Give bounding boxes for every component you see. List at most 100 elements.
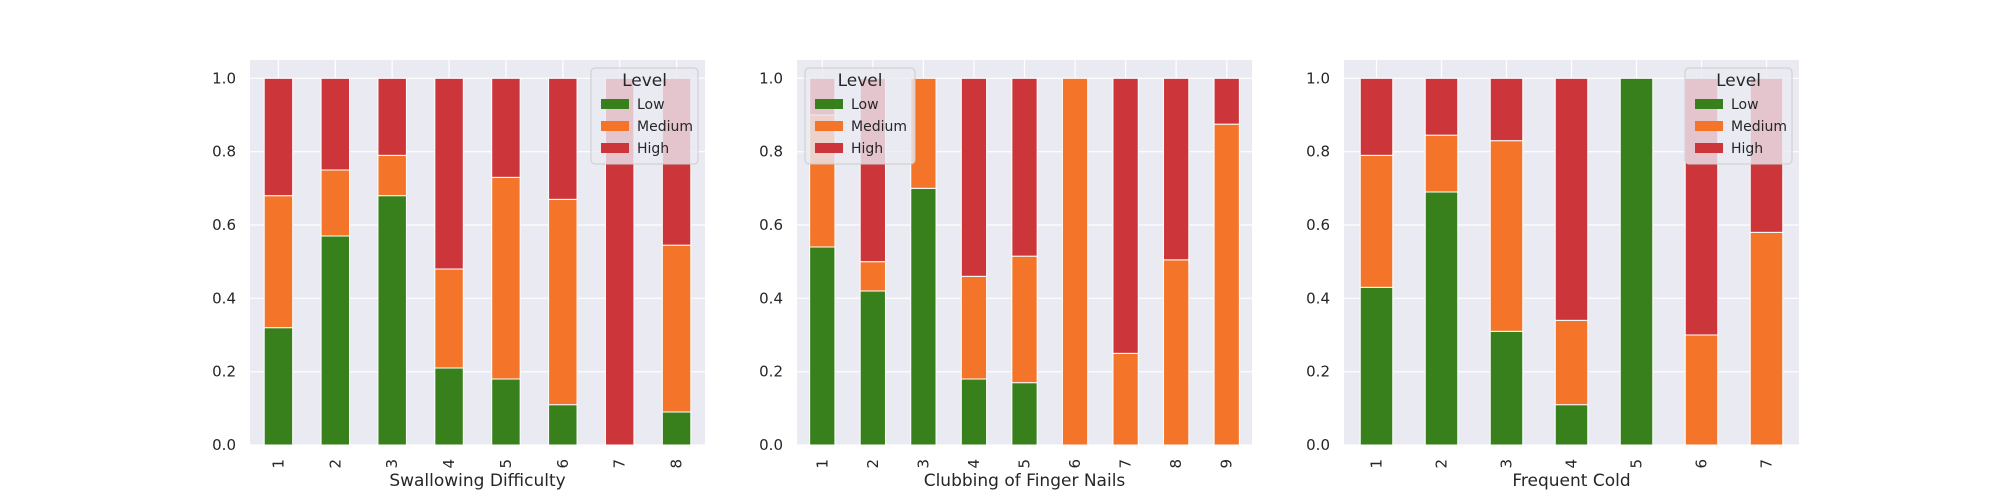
- bar-low-1: [809, 246, 836, 446]
- y-tick-label: 0.0: [759, 436, 783, 454]
- bar-high-6: [548, 77, 578, 200]
- x-tick-label: 2: [864, 459, 882, 469]
- x-tick-label: 1: [269, 459, 287, 469]
- bar-high-5: [491, 77, 521, 178]
- bar-low-2: [859, 290, 886, 446]
- bar-medium-7: [1749, 231, 1784, 446]
- legend-swatch-low: [1695, 99, 1723, 109]
- x-tick-label: 9: [1218, 459, 1236, 469]
- x-axis-label: Frequent Cold: [1512, 471, 1630, 491]
- bar-medium-6: [1684, 334, 1719, 446]
- legend-entry-high: High: [851, 141, 883, 157]
- legend-entry-low: Low: [851, 97, 879, 113]
- bar-medium-6: [548, 198, 578, 406]
- bar-low-4: [960, 378, 988, 446]
- x-tick-label: 7: [1117, 459, 1135, 469]
- legend-entry-medium: Medium: [637, 119, 693, 135]
- x-tick-label: 6: [554, 459, 572, 469]
- legend-box: [804, 67, 916, 165]
- bar-low-2: [1424, 191, 1459, 446]
- bar-low-8: [661, 411, 692, 446]
- bar-high-2: [1424, 77, 1459, 136]
- y-tick-label: 0.2: [1306, 363, 1330, 381]
- y-tick-label: 0.2: [212, 363, 236, 381]
- bar-low-3: [1489, 330, 1524, 446]
- bar-medium-4: [1554, 319, 1589, 406]
- legend-title: Level: [838, 71, 883, 91]
- legend-entry-medium: Medium: [1731, 119, 1787, 135]
- y-tick-label: 0.8: [212, 143, 236, 161]
- bar-medium-8: [661, 244, 692, 413]
- x-tick-label: 4: [965, 459, 983, 469]
- bar-medium-6: [1061, 77, 1089, 446]
- bar-medium-2: [1424, 134, 1459, 193]
- legend-swatch-medium: [601, 121, 629, 131]
- bar-medium-4: [960, 275, 988, 380]
- bar-high-1: [1359, 77, 1394, 156]
- y-tick-label: 1.0: [1306, 69, 1330, 87]
- bar-low-5: [1011, 382, 1038, 446]
- bar-low-1: [1359, 286, 1394, 446]
- legend-swatch-high: [815, 143, 843, 153]
- bar-high-8: [1163, 77, 1190, 261]
- legend-entry-medium: Medium: [851, 119, 907, 135]
- y-tick-label: 0.6: [759, 216, 783, 234]
- x-tick-label: 6: [1693, 459, 1711, 469]
- bar-high-1: [263, 77, 294, 197]
- bar-high-3: [1489, 77, 1524, 142]
- bar-high-7: [1112, 77, 1139, 354]
- bar-medium-7: [1112, 352, 1139, 446]
- x-tick-label: 5: [497, 459, 515, 469]
- x-tick-label: 3: [914, 459, 932, 469]
- legend-entry-high: High: [1731, 141, 1763, 157]
- legend-title: Level: [622, 71, 667, 91]
- bar-low-5: [1619, 77, 1654, 446]
- y-tick-label: 0.0: [1306, 436, 1330, 454]
- legend-swatch-high: [1695, 143, 1723, 153]
- x-tick-label: 3: [1498, 459, 1516, 469]
- x-tick-label: 3: [383, 459, 401, 469]
- legend-title: Level: [1716, 71, 1761, 91]
- legend-entry-low: Low: [1731, 97, 1759, 113]
- y-tick-label: 0.0: [212, 436, 236, 454]
- legend: Level Low Medium High: [590, 67, 699, 165]
- x-tick-label: 1: [1368, 459, 1386, 469]
- x-axis-label: Swallowing Difficulty: [389, 471, 565, 491]
- legend-box: [590, 67, 699, 165]
- y-tick-label: 0.6: [1306, 216, 1330, 234]
- chart-panel-2: 0.0 0.2 0.4 0.6 0.8 1.0 1 2 3 4 5 6 7 8 9 Clubbing of F…: [759, 60, 1252, 491]
- bar-medium-2: [859, 261, 886, 292]
- bar-medium-1: [263, 195, 294, 329]
- legend-swatch-high: [601, 143, 629, 153]
- legend: Level Low Medium High: [1684, 67, 1793, 165]
- bar-high-4: [960, 77, 988, 277]
- legend-swatch-low: [601, 99, 629, 109]
- bar-medium-5: [491, 176, 521, 380]
- x-tick-label: 2: [326, 459, 344, 469]
- y-tick-label: 0.4: [759, 289, 783, 307]
- x-tick-label: 7: [1758, 459, 1776, 469]
- bar-medium-5: [1011, 255, 1038, 384]
- y-tick-label: 1.0: [759, 69, 783, 87]
- chart-panel-3: 0.0 0.2 0.4 0.6 0.8 1.0 1 2 3 4 5 6 7 Frequent Cold Le…: [1306, 60, 1799, 491]
- legend-swatch-medium: [1695, 121, 1723, 131]
- bar-high-2: [320, 77, 351, 171]
- y-tick-label: 0.6: [212, 216, 236, 234]
- legend-swatch-low: [815, 99, 843, 109]
- bar-medium-4: [434, 268, 464, 369]
- legend: Level Low Medium High: [804, 67, 916, 165]
- y-tick-label: 1.0: [212, 69, 236, 87]
- bar-medium-2: [320, 169, 351, 237]
- bar-high-3: [377, 77, 407, 156]
- bar-low-3: [377, 195, 407, 446]
- bar-low-3: [910, 187, 937, 446]
- y-tick-label: 0.8: [1306, 143, 1330, 161]
- x-tick-label: 5: [1628, 459, 1646, 469]
- bar-medium-3: [1489, 140, 1524, 332]
- bar-medium-9: [1213, 123, 1240, 446]
- chart-panel-1: 0.0 0.2 0.4 0.6 0.8 1.0 1 2 3 4 5 6 7 8 Swallowing Dif…: [212, 60, 705, 491]
- x-axis-label: Clubbing of Finger Nails: [924, 471, 1126, 491]
- bar-high-4: [434, 77, 464, 270]
- bar-high-9: [1213, 77, 1240, 125]
